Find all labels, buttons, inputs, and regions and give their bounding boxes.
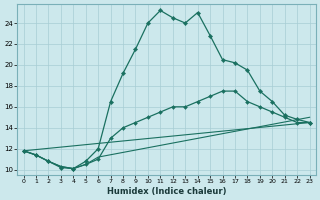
X-axis label: Humidex (Indice chaleur): Humidex (Indice chaleur)	[107, 187, 226, 196]
